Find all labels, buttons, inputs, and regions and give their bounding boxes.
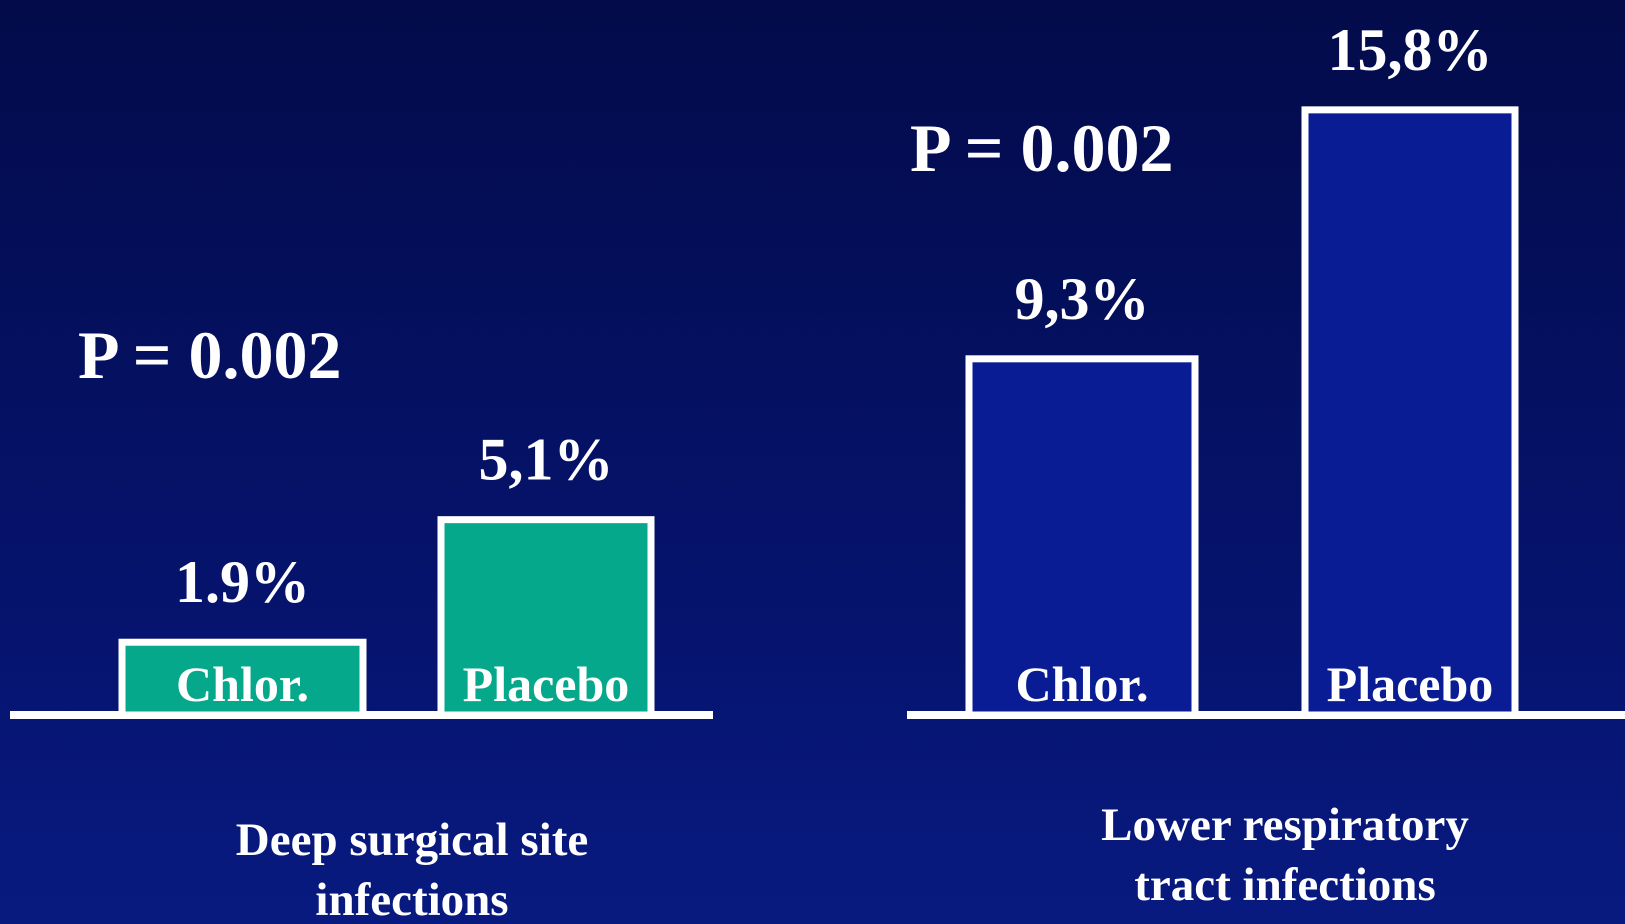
value-label: 5,1% [479,427,614,493]
x-tick-label: Placebo [1327,656,1494,712]
value-label: 9,3% [1015,266,1150,332]
x-tick-label: Placebo [463,656,630,712]
chart-title: Lower respiratory tract infections [1101,799,1469,911]
value-label: 1.9% [175,549,310,615]
chart-title: Deep surgical site infections [235,814,589,924]
x-tick-label: Chlor. [1016,656,1149,712]
x-tick-label: Chlor. [176,656,309,712]
bar [437,516,655,719]
annotation: P = 0.002 [910,110,1174,186]
annotation: P = 0.002 [78,317,342,393]
bar [118,638,367,719]
bar [965,355,1199,719]
value-label: 15,8% [1328,17,1493,83]
bar [1301,106,1519,719]
